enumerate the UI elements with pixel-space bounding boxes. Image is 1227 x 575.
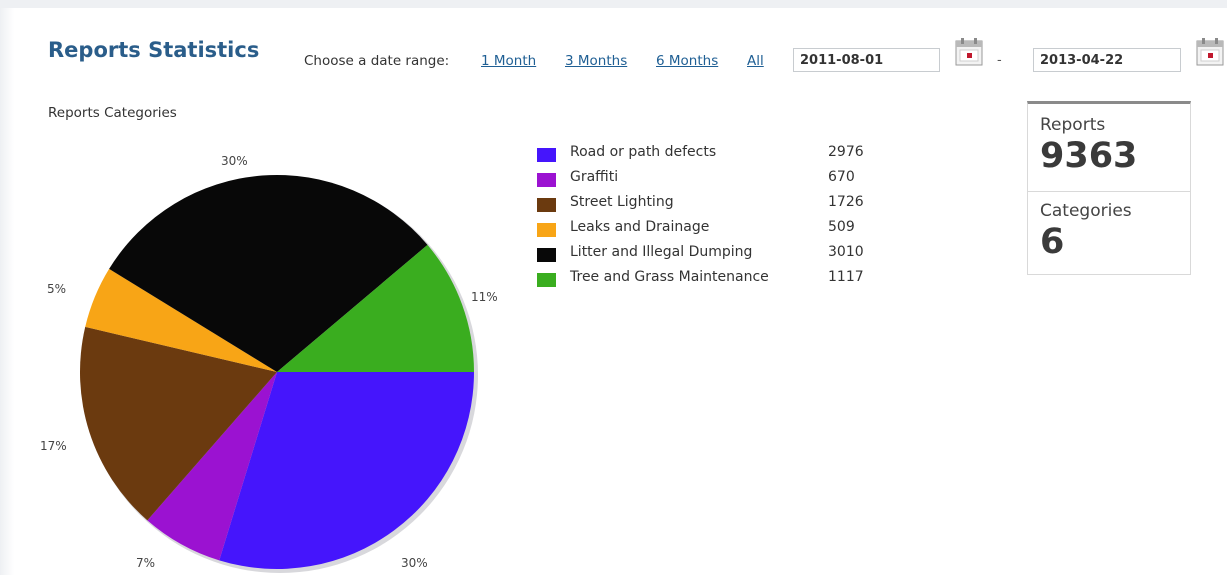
section-title: Reports Categories bbox=[48, 105, 177, 121]
legend-item: Leaks and Drainage 509 bbox=[537, 218, 877, 243]
legend-item: Graffiti 670 bbox=[537, 168, 877, 193]
legend-swatch bbox=[537, 273, 556, 287]
top-strip bbox=[0, 0, 1227, 8]
legend-value: 509 bbox=[828, 219, 855, 235]
legend-value: 2976 bbox=[828, 144, 864, 160]
start-date-input[interactable] bbox=[793, 48, 940, 72]
slice-tree-grass bbox=[277, 244, 474, 372]
summary-box: Reports 9363 Categories 6 bbox=[1027, 101, 1191, 275]
legend-item: Tree and Grass Maintenance 1117 bbox=[537, 268, 877, 293]
legend-label: Tree and Grass Maintenance bbox=[570, 269, 769, 285]
legend-swatch bbox=[537, 148, 556, 162]
legend-swatch bbox=[537, 198, 556, 212]
pct-label-street-lighting: 17% bbox=[40, 439, 67, 453]
slice-leaks-drainage bbox=[85, 268, 277, 372]
legend-item: Street Lighting 1726 bbox=[537, 193, 877, 218]
end-date-input[interactable] bbox=[1033, 48, 1181, 72]
range-3-months-link[interactable]: 3 Months bbox=[565, 53, 628, 69]
legend-value: 1726 bbox=[828, 194, 864, 210]
slice-graffiti bbox=[147, 372, 277, 561]
range-1-month-link[interactable]: 1 Month bbox=[481, 53, 537, 69]
legend-item: Road or path defects 2976 bbox=[537, 143, 877, 168]
pct-label-litter: 30% bbox=[221, 154, 248, 168]
reports-label: Reports bbox=[1040, 115, 1106, 135]
slice-street-lighting bbox=[79, 326, 277, 521]
chart-legend: Road or path defects 2976 Graffiti 670 S… bbox=[537, 143, 877, 293]
pct-label-tree: 11% bbox=[471, 290, 498, 304]
pct-label-road: 30% bbox=[401, 556, 428, 570]
calendar-icon[interactable] bbox=[1196, 38, 1224, 66]
legend-label: Litter and Illegal Dumping bbox=[570, 244, 753, 260]
categories-stat: Categories 6 bbox=[1028, 192, 1190, 272]
reports-stat: Reports 9363 bbox=[1028, 104, 1190, 192]
slice-litter-dumping bbox=[109, 174, 428, 372]
left-shade bbox=[0, 8, 14, 575]
range-all-link[interactable]: All bbox=[747, 53, 764, 69]
pct-label-graffiti: 7% bbox=[136, 556, 156, 570]
slice-road-defects bbox=[219, 372, 474, 569]
reports-value: 9363 bbox=[1040, 136, 1138, 176]
page-title: Reports Statistics bbox=[48, 38, 260, 62]
categories-label: Categories bbox=[1040, 201, 1132, 221]
legend-label: Graffiti bbox=[570, 169, 619, 185]
range-6-months-link[interactable]: 6 Months bbox=[656, 53, 719, 69]
legend-swatch bbox=[537, 223, 556, 237]
legend-swatch bbox=[537, 173, 556, 187]
calendar-icon[interactable] bbox=[955, 38, 983, 66]
legend-value: 670 bbox=[828, 169, 855, 185]
pie-shadow bbox=[82, 177, 478, 573]
date-separator: - bbox=[997, 53, 1002, 68]
categories-value: 6 bbox=[1040, 222, 1065, 262]
legend-swatch bbox=[537, 248, 556, 262]
legend-label: Leaks and Drainage bbox=[570, 219, 710, 235]
pct-label-leaks: 5% bbox=[47, 282, 67, 296]
legend-item: Litter and Illegal Dumping 3010 bbox=[537, 243, 877, 268]
legend-label: Street Lighting bbox=[570, 194, 674, 210]
legend-label: Road or path defects bbox=[570, 144, 717, 160]
date-range-label: Choose a date range: bbox=[304, 53, 450, 69]
legend-value: 3010 bbox=[828, 244, 864, 260]
legend-value: 1117 bbox=[828, 269, 864, 285]
